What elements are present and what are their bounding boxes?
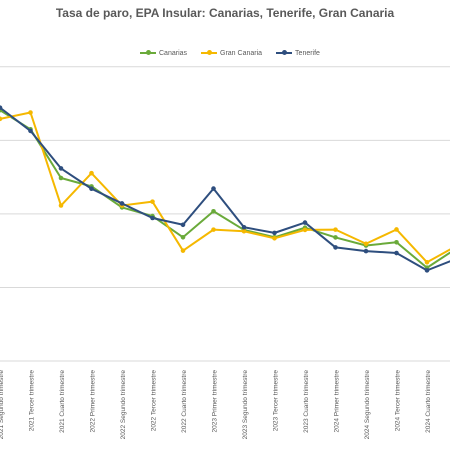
x-tick-label: 2021 Cuarto trimestre [59,370,66,433]
data-point-tenerife [28,128,33,134]
data-point-canarias [394,239,399,245]
series-tenerife [0,105,450,273]
legend-swatch-tenerife [276,48,293,58]
x-tick-label: 2024 Cuarto trimestre [425,370,432,433]
legend: Canarias Gran Canaria Tenerife [140,47,320,59]
series-canarias [0,107,450,271]
data-point-gran-canaria [0,116,3,122]
data-point-tenerife [211,186,216,191]
data-point-gran-canaria [333,227,338,232]
x-tick-label: 2021 Tercer trimestre [29,370,36,432]
x-tick-label: 2023 Tercer trimestre [273,370,280,432]
legend-item-canarias: Canarias [140,48,187,58]
data-point-gran-canaria [211,227,216,232]
legend-item-gran-canaria: Gran Canaria [201,48,262,58]
legend-swatch-gran-canaria [201,48,218,58]
x-tick-label: 2023 Segundo trimestre [242,370,249,440]
x-tick-label: 2024 Segundo trimestre [364,370,371,440]
x-tick-label: 2021 Segundo trimestre [0,370,5,440]
series-line-gran-canaria [0,111,450,264]
data-point-tenerife [89,186,94,192]
data-point-tenerife [394,250,399,256]
data-point-tenerife [424,268,430,273]
x-tick-label: 2023 Primer trimestre [212,370,219,433]
data-point-gran-canaria [89,170,94,176]
data-point-tenerife [302,220,308,225]
legend-label-canarias: Canarias [159,49,188,57]
data-point-canarias [333,235,338,240]
data-point-tenerife [180,222,186,228]
data-point-tenerife [272,230,277,236]
data-point-gran-canaria [241,228,247,234]
data-point-gran-canaria [424,259,430,265]
data-point-gran-canaria [272,236,277,241]
data-point-tenerife [241,224,247,230]
data-point-tenerife [58,166,64,171]
legend-label-gran-canaria: Gran Canaria [220,49,263,57]
gridlines [0,66,450,362]
data-point-tenerife [150,215,155,221]
x-tick-label: 2024 Primer trimestre [334,370,341,433]
x-tick-label: 2022 Tercer trimestre [151,370,158,432]
x-tick-label: 2024 Tercer trimestre [395,370,402,432]
data-point-gran-canaria [302,227,308,233]
legend-label-tenerife: Tenerife [295,49,320,57]
legend-item-tenerife: Tenerife [276,48,320,58]
legend-dot-gran-canaria [207,50,213,55]
legend-dot-canarias [146,50,151,55]
data-point-canarias [211,208,216,214]
data-point-gran-canaria [28,110,33,115]
series-gran-canaria [0,110,450,265]
data-point-gran-canaria [58,203,64,208]
data-point-tenerife [0,105,3,110]
data-point-gran-canaria [394,227,399,232]
data-point-canarias [180,234,186,240]
data-point-tenerife [363,248,369,254]
data-point-tenerife [333,245,338,250]
x-tick-label: 2022 Cuarto trimestre [181,370,188,433]
series-line-tenerife [0,106,450,272]
data-point-gran-canaria [180,248,186,253]
data-point-canarias [58,175,64,181]
x-tick-label: 2022 Segundo trimestre [120,370,127,440]
data-point-gran-canaria [363,241,369,247]
x-tick-label: 2023 Cuarto trimestre [303,370,310,433]
x-tick-labels: 2021 Segundo trimestre 2021 Tercer trimes… [0,370,432,440]
data-point-tenerife [119,201,125,206]
legend-swatch-canarias [140,48,156,58]
series-line-canarias [0,109,450,269]
legend-dot-tenerife [282,50,288,55]
data-point-gran-canaria [150,199,155,204]
x-tick-label: 2022 Primer trimestre [90,370,97,433]
chart-title: Tasa de paro, EPA Insular: Canarias, Ten… [55,6,395,20]
